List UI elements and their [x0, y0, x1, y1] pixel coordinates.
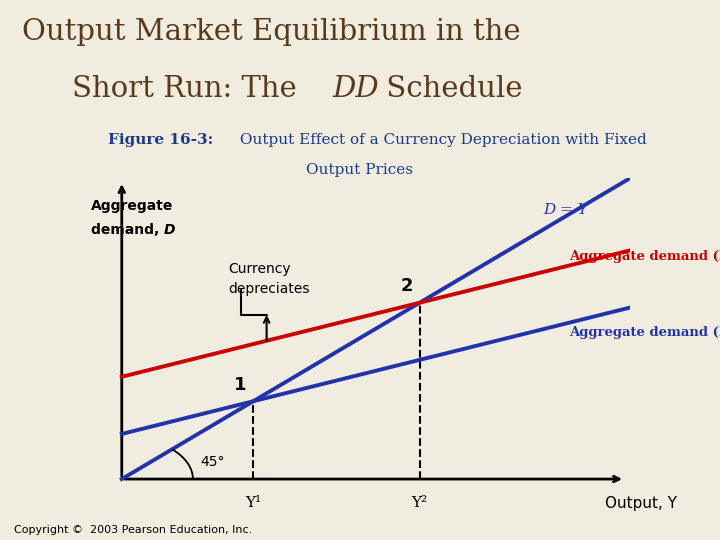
Text: Output Prices: Output Prices: [307, 163, 413, 177]
Text: Y²: Y²: [412, 496, 428, 510]
Text: Y¹: Y¹: [245, 496, 261, 510]
Text: D: D: [163, 224, 175, 237]
Text: Short Run: The: Short Run: The: [72, 75, 306, 103]
Text: Aggregate: Aggregate: [91, 199, 174, 213]
Text: Figure 16-3:: Figure 16-3:: [108, 133, 213, 147]
Text: 1: 1: [234, 376, 247, 394]
Text: Output Market Equilibrium in the: Output Market Equilibrium in the: [22, 18, 521, 46]
Text: Schedule: Schedule: [377, 75, 522, 103]
Text: Copyright ©  2003 Pearson Education, Inc.: Copyright © 2003 Pearson Education, Inc.: [14, 524, 253, 535]
Text: Currency: Currency: [228, 262, 291, 276]
Text: Output Effect of a Currency Depreciation with Fixed: Output Effect of a Currency Depreciation…: [235, 133, 647, 147]
Text: depreciates: depreciates: [228, 282, 310, 296]
Text: 2: 2: [401, 277, 413, 295]
Text: 45°: 45°: [201, 455, 225, 469]
Text: DD: DD: [333, 75, 379, 103]
Text: Output, Y: Output, Y: [605, 496, 677, 511]
Text: demand,: demand,: [91, 224, 164, 237]
Text: Aggregate demand (E²): Aggregate demand (E²): [569, 249, 720, 262]
Text: Aggregate demand (E¹): Aggregate demand (E¹): [569, 326, 720, 339]
Text: D = Y: D = Y: [544, 204, 588, 217]
